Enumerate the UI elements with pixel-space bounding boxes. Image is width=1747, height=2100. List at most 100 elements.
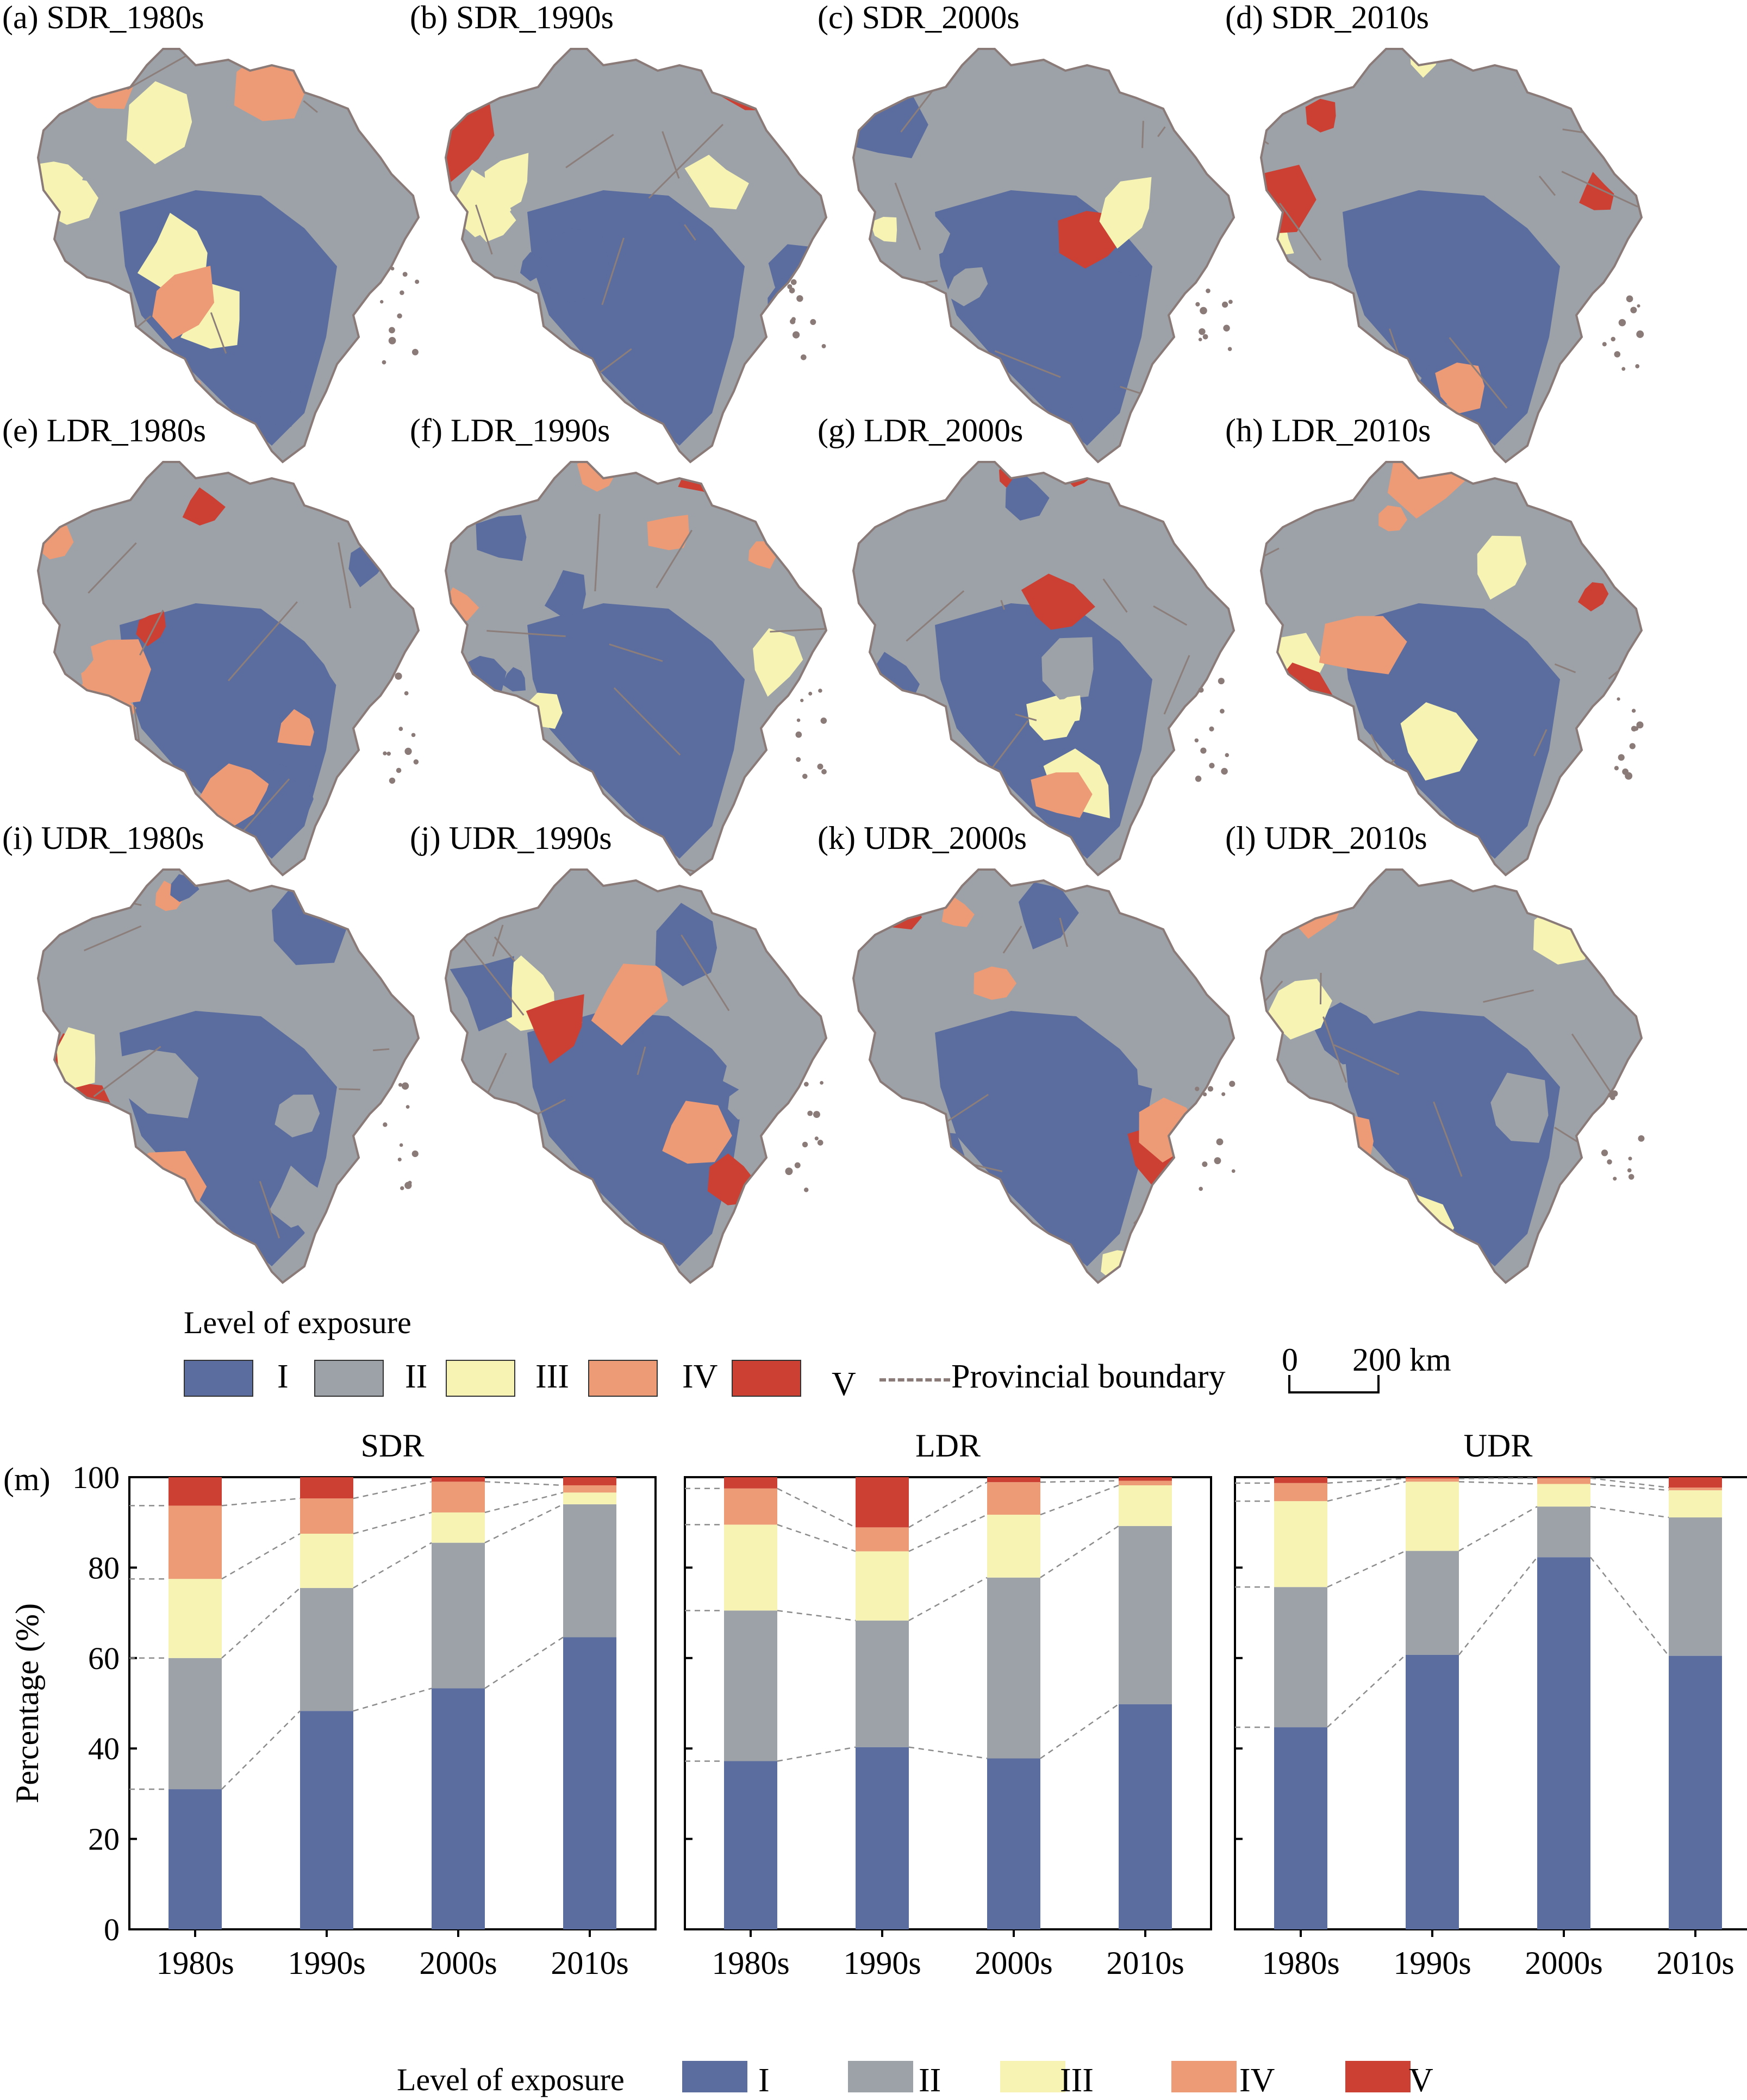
map-panel-label: (g) LDR_2000s [818, 412, 1024, 448]
x-tick-label: 2000s [1525, 1945, 1602, 1981]
map-region [481, 333, 518, 378]
island [1221, 767, 1228, 775]
connector-line [484, 1492, 564, 1514]
map-region [1139, 400, 1206, 462]
map-region [1058, 695, 1082, 723]
connector-line [1590, 1505, 1669, 1518]
island [404, 691, 409, 696]
island [1199, 1186, 1203, 1191]
map-region [254, 390, 294, 427]
map-region [1188, 360, 1215, 395]
connector-line [1040, 1484, 1119, 1516]
bar-segment-II [563, 1504, 616, 1638]
island [1636, 721, 1644, 729]
map-region [1268, 1201, 1330, 1249]
x-tick-label: 2000s [975, 1945, 1052, 1981]
map-region [1318, 1114, 1374, 1177]
map-internal-boundary [1307, 1180, 1333, 1226]
chart-panel-title: SDR [361, 1428, 425, 1464]
y-tick-label: 20 [88, 1822, 120, 1857]
map-internal-boundary [1163, 655, 1190, 715]
island [1607, 1159, 1612, 1165]
island [1206, 288, 1211, 293]
bar-segment-I [1274, 1727, 1327, 1929]
map-internal-boundary [357, 332, 419, 374]
map-region [1110, 245, 1139, 277]
map-internal-boundary [1261, 105, 1269, 145]
island [813, 1111, 820, 1118]
island [401, 1082, 409, 1090]
map-internal-boundary [38, 1109, 50, 1132]
map-internal-boundary [139, 609, 164, 656]
connector-line [908, 1577, 988, 1621]
map-internal-boundary [373, 1048, 390, 1052]
provincial-boundary [444, 48, 828, 464]
island [1614, 351, 1621, 358]
island [821, 769, 827, 774]
island [803, 1188, 809, 1192]
map-legend-swatch-I [184, 1360, 253, 1397]
map-internal-boundary [339, 1088, 360, 1091]
provincial-boundary [36, 868, 420, 1284]
map-region [369, 916, 419, 964]
map-region [152, 266, 214, 340]
island [1194, 738, 1199, 743]
bar-segment-I [724, 1761, 777, 1929]
provincial-boundary-swatch [879, 1378, 950, 1382]
bar-segment-III [300, 1534, 353, 1588]
island [1628, 1157, 1632, 1161]
map-internal-boundary [963, 1215, 989, 1265]
map-region [180, 283, 240, 349]
map-region [1291, 324, 1375, 405]
map-panel [444, 48, 828, 464]
y-tick-label: 80 [88, 1550, 120, 1585]
connector-line [1327, 1550, 1406, 1588]
bar-segment-IV [1119, 1480, 1172, 1485]
bar-segment-II [1119, 1526, 1172, 1704]
scale-bar [1288, 1375, 1380, 1393]
bar-segment-III [169, 1579, 222, 1658]
connector-line [1590, 1477, 1669, 1489]
x-tick-label: 1980s [156, 1945, 234, 1981]
bar-segment-III [563, 1492, 616, 1504]
island [1202, 1161, 1208, 1167]
map-internal-boundary [475, 204, 493, 255]
map-panel-label: (h) LDR_2010s [1225, 412, 1431, 448]
map-internal-boundary [1064, 462, 1074, 478]
island [1614, 766, 1619, 771]
map-internal-boundary [894, 182, 921, 251]
map-internal-boundary [565, 134, 614, 168]
map-internal-boundary [446, 303, 492, 336]
map-region [1477, 535, 1527, 600]
island [390, 266, 395, 271]
x-tick-label: 1980s [1262, 1945, 1339, 1981]
map-region [269, 1165, 331, 1228]
bar-segment-II [1406, 1551, 1459, 1655]
island [1218, 678, 1225, 685]
map-legend-swatch-V [732, 1360, 801, 1397]
island [796, 718, 801, 722]
connector-line [1458, 1477, 1538, 1479]
island [802, 1141, 808, 1148]
bar-segment-V [856, 1477, 909, 1528]
island [1635, 364, 1640, 368]
map-region [873, 782, 904, 816]
map-region [456, 170, 511, 238]
bar-segment-IV [724, 1488, 777, 1525]
map-internal-boundary [1157, 126, 1166, 138]
island [794, 1162, 801, 1168]
map-legend-label-IV: IV [682, 1358, 718, 1395]
island [1199, 328, 1206, 335]
bar-segment-IV [563, 1485, 616, 1493]
map-internal-boundary [648, 123, 724, 199]
map-internal-boundary [609, 643, 663, 662]
island [1637, 304, 1640, 308]
island [400, 1186, 404, 1190]
map-internal-boundary [1561, 171, 1638, 208]
map-region [1284, 1140, 1325, 1173]
map-region [1266, 979, 1332, 1040]
map-internal-boundary [1554, 663, 1576, 673]
map-region [126, 81, 192, 165]
connector-line [484, 1503, 564, 1543]
island [402, 272, 408, 277]
